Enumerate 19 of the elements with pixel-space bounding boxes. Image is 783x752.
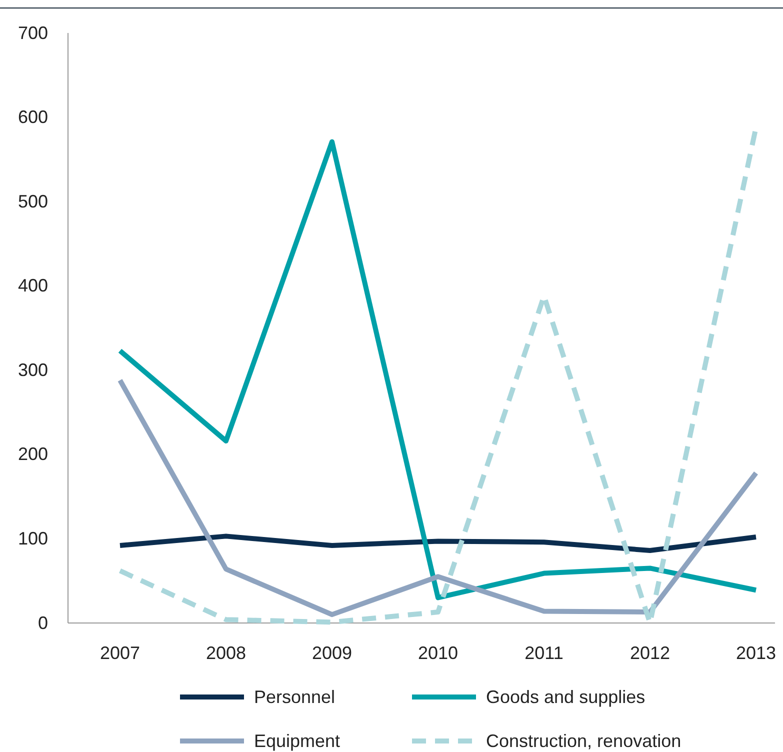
y-tick-label: 0	[38, 612, 48, 633]
legend-label: Construction, renovation	[486, 731, 682, 751]
y-tick-label: 100	[18, 528, 48, 548]
y-tick-label: 600	[18, 107, 48, 128]
x-tick-label: 2008	[206, 642, 246, 663]
y-tick-label: 200	[18, 444, 48, 464]
x-tick-label: 2009	[312, 642, 352, 663]
y-tick-label: 500	[18, 191, 48, 212]
legend-label: Goods and supplies	[486, 687, 646, 707]
x-tick-label: 2011	[524, 642, 564, 663]
x-tick-label: 2010	[418, 642, 458, 663]
x-tick-label: 2007	[100, 642, 140, 663]
legend-label: Equipment	[254, 731, 340, 751]
legend-label: Personnel	[254, 687, 336, 707]
x-tick-label: 2012	[630, 642, 670, 663]
y-tick-label: 300	[18, 360, 48, 380]
x-tick-label: 2013	[736, 642, 776, 663]
y-tick-label: 400	[18, 276, 48, 296]
y-tick-label: 700	[18, 22, 48, 43]
